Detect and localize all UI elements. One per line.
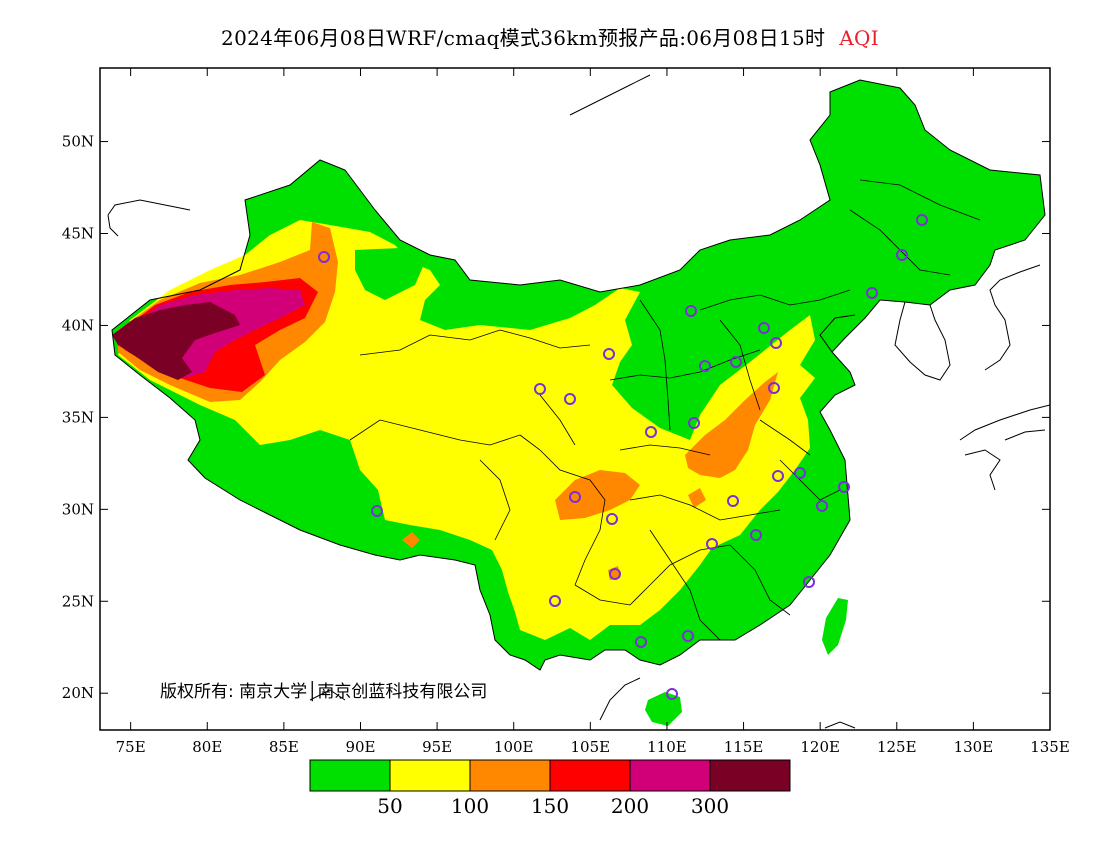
x-tick-label: 80E — [192, 738, 222, 756]
x-tick-label: 110E — [647, 738, 687, 756]
station-marker — [688, 417, 700, 429]
region-orange-sichuan — [555, 470, 640, 520]
station-marker — [549, 595, 561, 607]
station-marker — [730, 356, 742, 368]
legend-swatch — [709, 759, 791, 792]
station-marker — [609, 568, 621, 580]
legend-label: 150 — [531, 794, 569, 818]
legend-swatch — [549, 759, 631, 792]
map-title: 2024年06月08日WRF/cmaq模式36km预报产品:06月08日15时 A… — [0, 22, 1100, 51]
region-orange-small-1 — [402, 532, 420, 548]
legend-label: 50 — [377, 794, 402, 818]
station-marker — [645, 426, 657, 438]
station-marker — [727, 495, 739, 507]
title-variable: AQI — [839, 26, 879, 50]
station-marker — [706, 538, 718, 550]
title-text: 2024年06月08日WRF/cmaq模式36km预报产品:06月08日15时 — [221, 26, 826, 50]
station-marker — [794, 467, 806, 479]
legend-label: 300 — [691, 794, 729, 818]
x-tick-label: 105E — [571, 738, 611, 756]
station-marker — [916, 214, 928, 226]
station-marker — [606, 513, 618, 525]
station-marker — [569, 491, 581, 503]
x-tick-label: 115E — [724, 738, 764, 756]
x-tick-label: 90E — [345, 738, 375, 756]
y-tick-label: 20N — [62, 684, 94, 702]
province-boundaries — [349, 179, 981, 641]
region-orange-central — [685, 372, 778, 478]
station-marker — [816, 500, 828, 512]
x-tick-label: 75E — [116, 738, 146, 756]
station-marker — [699, 360, 711, 372]
y-tick-label: 35N — [62, 408, 94, 426]
legend-label: 100 — [451, 794, 489, 818]
station-marker — [318, 251, 330, 263]
legend-swatch — [309, 759, 391, 792]
x-tick-label: 120E — [800, 738, 840, 756]
station-marker — [635, 636, 647, 648]
station-marker — [758, 322, 770, 334]
station-marker — [603, 348, 615, 360]
x-axis: 75E 80E 85E 90E 95E 100E 105E 110E 115E 120E 125E 1… — [116, 68, 1070, 756]
region-orange-small-2 — [688, 488, 706, 508]
station-marker — [772, 470, 784, 482]
legend-swatch — [629, 759, 711, 792]
station-marker — [838, 481, 850, 493]
station-marker — [534, 383, 546, 395]
legend-swatch — [389, 759, 471, 792]
station-markers — [318, 214, 928, 700]
station-marker — [682, 630, 694, 642]
x-tick-label: 130E — [954, 738, 994, 756]
station-marker — [685, 305, 697, 317]
station-marker — [371, 505, 383, 517]
x-tick-label: 85E — [269, 738, 299, 756]
station-marker — [768, 382, 780, 394]
aqi-legend: 50 100 150 200 300 — [309, 759, 791, 818]
y-tick-label: 25N — [62, 592, 94, 610]
station-marker — [803, 576, 815, 588]
y-tick-label: 40N — [62, 316, 94, 334]
station-marker — [750, 529, 762, 541]
x-tick-label: 135E — [1030, 738, 1070, 756]
region-green-patch-north — [355, 248, 425, 300]
legend-swatch — [469, 759, 551, 792]
neighbor-coastlines — [107, 74, 1050, 729]
x-tick-label: 125E — [877, 738, 917, 756]
taiwan-island — [822, 598, 848, 655]
y-tick-label: 45N — [62, 225, 94, 243]
x-tick-label: 95E — [422, 738, 452, 756]
region-maroon — [112, 302, 240, 380]
legend-label: 200 — [611, 794, 649, 818]
china-outline — [111, 79, 1046, 671]
y-tick-label: 50N — [62, 133, 94, 151]
y-tick-label: 30N — [62, 500, 94, 518]
y-axis: 50N 45N 40N 35N 30N 25N 20N — [62, 133, 1050, 702]
station-marker — [770, 337, 782, 349]
hainan-island — [645, 692, 682, 726]
station-marker — [666, 688, 678, 700]
x-tick-label: 100E — [494, 738, 534, 756]
copyright-text: 版权所有: 南京大学│南京创蓝科技有限公司 — [160, 681, 487, 702]
station-marker — [564, 393, 576, 405]
map-frame — [99, 67, 1051, 731]
station-marker — [896, 249, 908, 261]
station-marker — [866, 287, 878, 299]
